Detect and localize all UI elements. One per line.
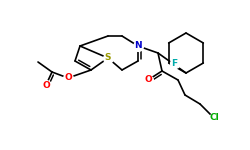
Text: O: O <box>144 75 152 84</box>
Text: N: N <box>134 42 142 51</box>
Text: O: O <box>42 81 50 90</box>
Text: O: O <box>64 74 72 82</box>
Text: Cl: Cl <box>209 114 219 123</box>
Text: F: F <box>172 58 178 68</box>
Text: S: S <box>105 54 111 63</box>
